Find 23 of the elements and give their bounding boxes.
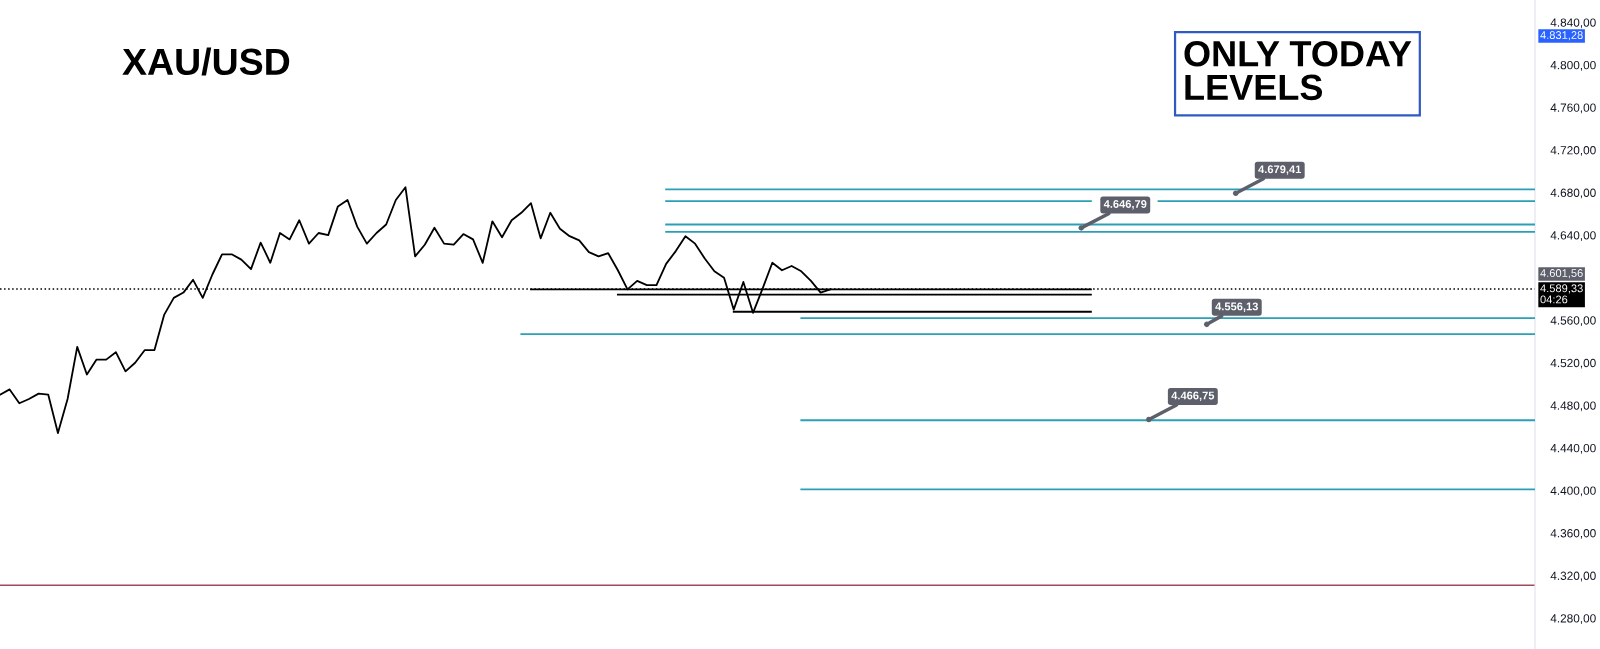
y-tick-label: 4.480,00	[1550, 401, 1596, 412]
data-label: 4.679,41	[1258, 165, 1302, 175]
text: 4.831,28	[1540, 31, 1583, 41]
y-tick-label: 4.520,00	[1550, 358, 1596, 369]
y-tick-label: 4.280,00	[1550, 614, 1596, 624]
y-tick-label: 4.640,00	[1550, 231, 1596, 241]
y-tick-label: 4.680,00	[1550, 188, 1596, 199]
text: XAU/USD	[122, 47, 290, 76]
annotation: ONLY TODAY LEVELS	[1184, 40, 1412, 101]
data-label: 4.466,75	[1171, 391, 1215, 402]
y-tick-label: 4.760,00	[1550, 103, 1596, 114]
text: 4.601,56	[1540, 269, 1583, 279]
y-tick-label: 4.320,00	[1550, 571, 1596, 582]
y-tick-label: 4.720,00	[1550, 146, 1596, 156]
y-tick-label: 4.440,00	[1550, 443, 1596, 454]
y-tick-label: 4.800,00	[1550, 60, 1596, 71]
y-tick-label: 4.560,00	[1550, 316, 1596, 327]
y-tick-label: 4.360,00	[1550, 529, 1596, 539]
y-tick-label: 4.400,00	[1550, 486, 1596, 497]
data-label: 4.646,79	[1103, 200, 1147, 210]
data-label: 4.556,13	[1215, 302, 1258, 312]
ref-line-label: 4.589,33 04:26	[1540, 284, 1583, 304]
y-tick-label: 4.840,00	[1550, 18, 1596, 29]
